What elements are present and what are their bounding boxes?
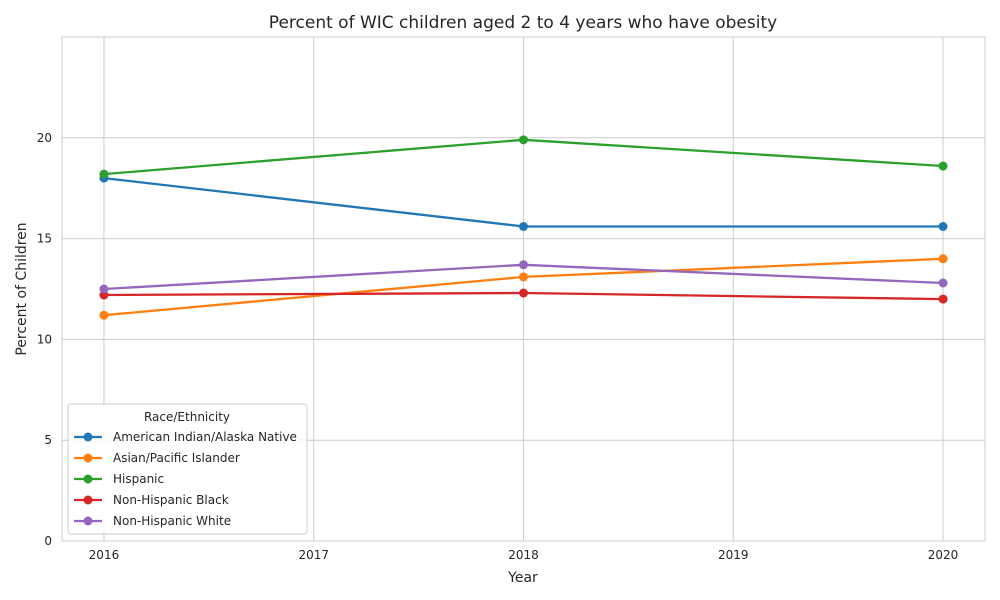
series-lines: [99, 135, 948, 320]
y-tick-labels: 0 5 10 15 20: [37, 131, 52, 548]
x-tick-label: 2019: [718, 548, 749, 562]
legend-label: Non-Hispanic White: [113, 514, 231, 528]
x-tick-label: 2016: [89, 548, 120, 562]
data-point: [99, 284, 109, 294]
data-point: [519, 135, 528, 145]
y-tick-label: 15: [37, 232, 52, 246]
data-point: [938, 294, 948, 304]
chart-title: Percent of WIC children aged 2 to 4 year…: [269, 13, 777, 33]
legend-marker: [83, 474, 93, 484]
legend-label: American Indian/Alaska Native: [113, 430, 297, 444]
legend-label: Asian/Pacific Islander: [113, 451, 240, 465]
data-point: [519, 260, 528, 270]
legend-marker: [83, 453, 93, 463]
x-axis-label: Year: [507, 570, 538, 586]
y-tick-label: 10: [37, 332, 52, 346]
legend-items: American Indian/Alaska Native Asian/Pacif…: [74, 430, 297, 528]
data-point: [99, 169, 109, 179]
y-tick-label: 0: [44, 534, 52, 548]
x-tick-label: 2020: [928, 548, 959, 562]
y-tick-label: 20: [37, 131, 52, 145]
data-point: [99, 310, 109, 320]
data-point: [519, 288, 528, 298]
legend-marker: [83, 432, 93, 442]
legend-marker: [83, 495, 93, 505]
legend-marker: [83, 516, 93, 526]
legend-title: Race/Ethnicity: [144, 410, 230, 424]
data-point: [519, 272, 528, 282]
x-tick-label: 2017: [298, 548, 329, 562]
y-axis-label: Percent of Children: [14, 222, 30, 355]
legend-label: Non-Hispanic Black: [113, 493, 229, 507]
legend: Race/Ethnicity American Indian/Alaska Na…: [67, 403, 308, 535]
legend-label: Hispanic: [113, 472, 164, 486]
data-point: [938, 161, 948, 171]
x-tick-label: 2018: [508, 548, 539, 562]
data-point: [519, 222, 528, 232]
data-point: [938, 278, 948, 288]
data-point: [938, 222, 948, 232]
legend-box: [67, 403, 308, 535]
x-tick-labels: 2016 2017 2018 2019 2020: [89, 548, 959, 562]
data-point: [938, 254, 948, 264]
y-tick-label: 5: [44, 433, 52, 447]
